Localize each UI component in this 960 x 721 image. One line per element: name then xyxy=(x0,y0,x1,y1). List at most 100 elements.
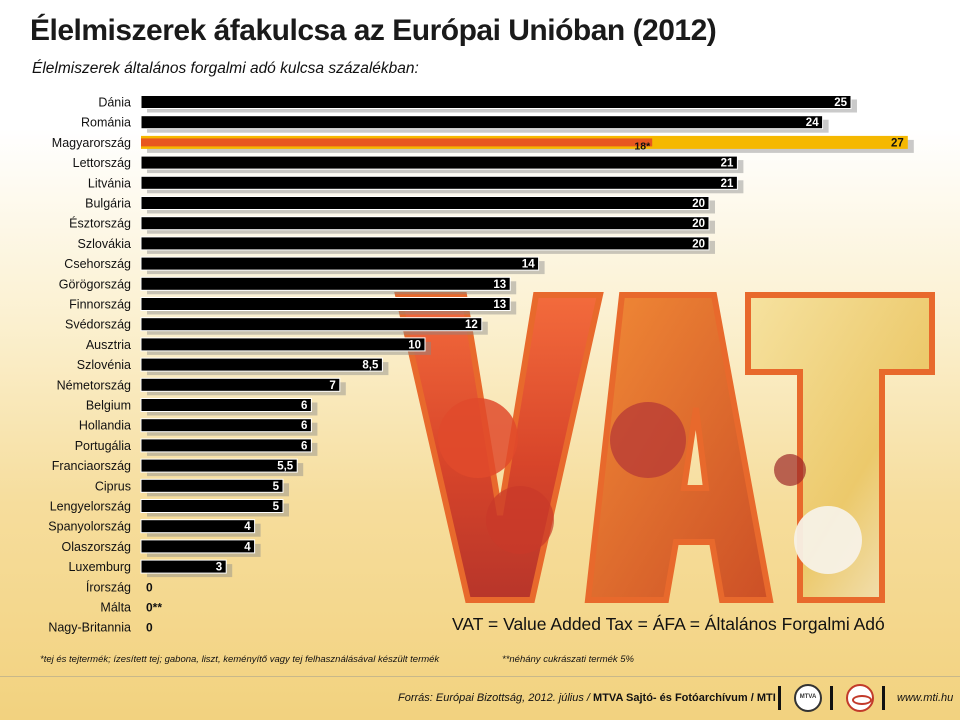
category-label: Belgium xyxy=(86,399,131,413)
category-label: Dánia xyxy=(98,96,131,110)
category-label: Ausztria xyxy=(86,338,131,352)
data-label: 8,5 xyxy=(362,360,379,372)
data-label: 7 xyxy=(329,380,335,392)
mtva-logo-icon: MTVA xyxy=(794,684,822,712)
chart-title: Élelmiszerek áfakulcsa az Európai Unióba… xyxy=(30,14,717,47)
vat-illustration xyxy=(394,292,935,603)
separator xyxy=(830,686,833,710)
data-label: 0** xyxy=(146,601,162,615)
category-label: Szlovákia xyxy=(78,237,132,251)
category-label: Románia xyxy=(81,116,131,130)
data-label: 5,5 xyxy=(277,461,294,473)
vat-definition: VAT = Value Added Tax = ÁFA = Általános … xyxy=(452,614,885,634)
data-label: 21 xyxy=(721,158,734,170)
separator xyxy=(882,686,885,710)
data-label: 0 xyxy=(146,580,153,594)
category-label: Németország xyxy=(57,378,131,392)
bar xyxy=(140,418,312,433)
bar xyxy=(140,115,824,130)
data-label: 6 xyxy=(301,420,307,432)
category-label: Portugália xyxy=(75,439,131,453)
category-label: Észtország xyxy=(69,216,131,231)
category-label: Hollandia xyxy=(79,419,131,433)
category-label: Bulgária xyxy=(85,197,131,211)
source-line: Forrás: Európai Bizottság, 2012. július … xyxy=(398,692,776,704)
bar xyxy=(140,276,511,291)
bar xyxy=(140,539,256,554)
agency-name: MTVA Sajtó- és Fotóarchívum / MTI xyxy=(593,692,776,704)
category-label: Svédország xyxy=(65,318,131,332)
bar xyxy=(140,398,312,412)
data-label: 20 xyxy=(692,198,705,210)
footnote-asterisk: *tej és tejtermék; ízesített tej; gabona… xyxy=(40,654,440,665)
bar xyxy=(140,357,383,372)
category-label: Görögország xyxy=(59,277,131,291)
data-label: 5 xyxy=(273,501,280,513)
category-label: Málta xyxy=(100,601,131,615)
category-label: Szlovénia xyxy=(77,358,131,372)
bar xyxy=(140,377,341,392)
vat-letter-t xyxy=(745,292,935,603)
bar xyxy=(140,438,312,453)
data-label: 4 xyxy=(244,541,251,553)
data-label: 4 xyxy=(244,521,251,533)
chart-subtitle: Élelmiszerek általános forgalmi adó kulc… xyxy=(32,60,419,77)
category-label: Lettország xyxy=(73,156,131,170)
category-label: Litvánia xyxy=(88,176,131,190)
data-label: 0 xyxy=(146,621,153,635)
data-label: 6 xyxy=(301,440,307,452)
bar xyxy=(140,337,426,352)
footer: Forrás: Európai Bizottság, 2012. július … xyxy=(0,676,960,721)
data-label-secondary: 18* xyxy=(634,140,651,152)
bar xyxy=(140,317,483,332)
data-label: 10 xyxy=(408,339,421,351)
bar xyxy=(140,256,540,271)
category-label: Ciprus xyxy=(95,479,131,493)
bar xyxy=(140,155,738,170)
data-label: 5 xyxy=(273,481,280,493)
bar xyxy=(140,236,710,251)
mtva-logo-text: MTVA xyxy=(799,694,817,700)
data-label: 14 xyxy=(522,259,535,271)
bar xyxy=(140,297,511,311)
bar xyxy=(140,559,227,574)
bar-secondary xyxy=(141,138,653,147)
footnote-double-asterisk: **néhány cukrászati termék 5% xyxy=(502,654,635,665)
bar xyxy=(140,478,284,493)
mti-logo-icon xyxy=(846,684,874,712)
source-text: Forrás: Európai Bizottság, 2012. július … xyxy=(398,692,594,704)
category-label: Finnország xyxy=(69,298,131,312)
data-label: 13 xyxy=(493,279,506,291)
category-label: Magyarország xyxy=(52,136,131,150)
data-label: 13 xyxy=(493,299,506,311)
bar xyxy=(140,216,710,231)
bar xyxy=(140,196,710,210)
category-label: Spanyolország xyxy=(48,520,131,534)
data-label: 21 xyxy=(721,178,734,190)
bar xyxy=(140,95,852,109)
bar xyxy=(140,175,738,190)
category-label: Nagy-Britannia xyxy=(48,621,131,635)
category-label: Franciaország xyxy=(52,459,131,473)
data-label: 20 xyxy=(692,238,705,250)
data-label: 12 xyxy=(465,319,478,331)
data-label: 25 xyxy=(834,97,847,109)
category-label: Luxemburg xyxy=(68,560,131,574)
data-label: 27 xyxy=(891,137,904,149)
data-label: 6 xyxy=(301,400,307,412)
data-label: 20 xyxy=(692,218,705,230)
bars-group: Dánia 25 Románia 24 Magyarország 27 18* Lettors… xyxy=(48,95,914,635)
bar xyxy=(140,458,298,473)
bar xyxy=(140,499,284,513)
category-label: Csehország xyxy=(64,257,131,271)
vat-letter-v xyxy=(394,292,604,603)
data-label: 24 xyxy=(806,117,819,129)
category-label: Olaszország xyxy=(62,540,132,554)
bar xyxy=(140,519,256,534)
separator xyxy=(778,686,781,710)
category-label: Írország xyxy=(86,579,131,594)
category-label: Lengyelország xyxy=(50,500,131,514)
mti-url[interactable]: www.mti.hu xyxy=(897,692,954,704)
data-label: 3 xyxy=(216,562,222,574)
